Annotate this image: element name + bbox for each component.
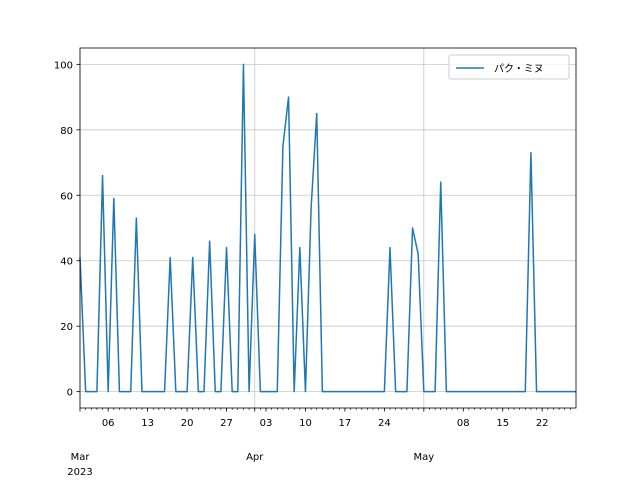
y-tick-label: 100 [54,60,73,71]
legend: パク・ミヌ [448,54,570,80]
y-tick-label: 20 [60,322,73,333]
x-tick-label: 03 [260,418,273,429]
x-tick-label: 22 [536,418,549,429]
x-month-label: Mar [71,452,91,463]
x-month-label: Apr [246,452,264,463]
x-tick-label: 20 [181,418,194,429]
y-tick-label: 0 [67,388,73,399]
series-line [79,63,576,393]
legend-box [448,54,570,80]
x-year-label: 2023 [67,467,92,478]
x-tick-label: 27 [220,418,233,429]
grid [79,48,576,408]
x-tick-label: 08 [457,418,470,429]
x-tick-label: 24 [378,418,391,429]
axis-ticks: 0 20 40 60 80 100 06 13 20 27 03 10 17 24 08 15 22 Mar 202… [54,60,571,478]
y-tick-label: 80 [60,126,73,137]
y-tick-label: 40 [60,257,73,268]
x-month-label: May [413,452,434,463]
series-layer [79,63,576,393]
y-tick-label: 60 [60,191,73,202]
x-tick-label: 15 [496,418,509,429]
legend-label: パク・ミヌ [494,63,544,75]
x-tick-label: 17 [339,418,352,429]
x-tick-label: 10 [299,418,312,429]
x-tick-label: 13 [141,418,154,429]
x-tick-label: 06 [102,418,115,429]
plot-frame [79,47,577,409]
